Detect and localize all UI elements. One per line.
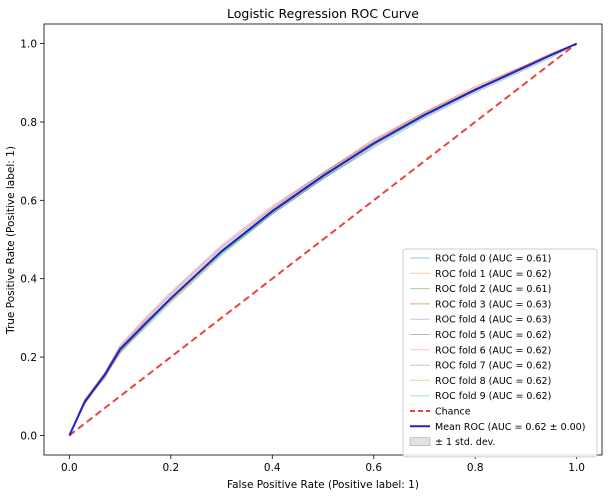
y-tick-label: 1.0 <box>20 39 37 51</box>
legend: ROC fold 0 (AUC = 0.61) ROC fold 1 (AUC =… <box>402 248 598 458</box>
legend-label-fold-9: ROC fold 9 (AUC = 0.62) <box>435 391 551 402</box>
x-axis-label: False Positive Rate (Positive label: 1) <box>227 479 419 491</box>
x-tick-label: 0.4 <box>264 462 281 474</box>
legend-label-fold-4: ROC fold 4 (AUC = 0.63) <box>435 315 551 326</box>
mean-roc-line <box>68 42 578 436</box>
axis-ticks: 0.0 0.2 0.4 0.6 0.8 1.0 0.0 0.2 0.4 0.6 0.8 1.0 <box>20 39 585 474</box>
legend-label-fold-7: ROC fold 7 (AUC = 0.62) <box>435 361 551 372</box>
axes-frame <box>43 23 603 456</box>
x-tick-label: 0.8 <box>467 462 484 474</box>
legend-label-fold-1: ROC fold 1 (AUC = 0.62) <box>435 269 551 280</box>
legend-label-chance: Chance <box>435 407 471 418</box>
legend-box <box>402 248 598 458</box>
x-tick-label: 0.0 <box>61 462 78 474</box>
legend-label-fold-5: ROC fold 5 (AUC = 0.62) <box>435 330 551 341</box>
y-tick-label: 0.0 <box>20 430 37 442</box>
legend-swatch-std-dev <box>409 437 431 446</box>
x-tick-label: 1.0 <box>568 462 585 474</box>
legend-label-fold-2: ROC fold 2 (AUC = 0.61) <box>435 284 551 295</box>
legend-label-fold-6: ROC fold 6 (AUC = 0.62) <box>435 345 551 356</box>
y-tick-label: 0.6 <box>20 195 37 207</box>
chart-title: Logistic Regression ROC Curve <box>227 6 419 21</box>
y-tick-label: 0.2 <box>20 352 37 364</box>
roc-fold-0-line <box>68 43 577 436</box>
y-axis-label: True Positive Rate (Positive label: 1) <box>5 146 17 335</box>
legend-label-fold-3: ROC fold 3 (AUC = 0.63) <box>435 299 551 310</box>
plot-area <box>68 42 578 437</box>
legend-label-fold-8: ROC fold 8 (AUC = 0.62) <box>435 376 551 387</box>
y-tick-label: 0.4 <box>20 274 37 286</box>
y-tick-label: 0.8 <box>20 117 37 129</box>
x-tick-label: 0.6 <box>365 462 382 474</box>
chance-line <box>68 42 578 437</box>
legend-label-fold-0: ROC fold 0 (AUC = 0.61) <box>435 254 551 265</box>
legend-label-std-dev: ± 1 std. dev. <box>435 437 496 448</box>
x-tick-label: 0.2 <box>162 462 179 474</box>
legend-label-mean: Mean ROC (AUC = 0.62 ± 0.00) <box>435 422 585 433</box>
